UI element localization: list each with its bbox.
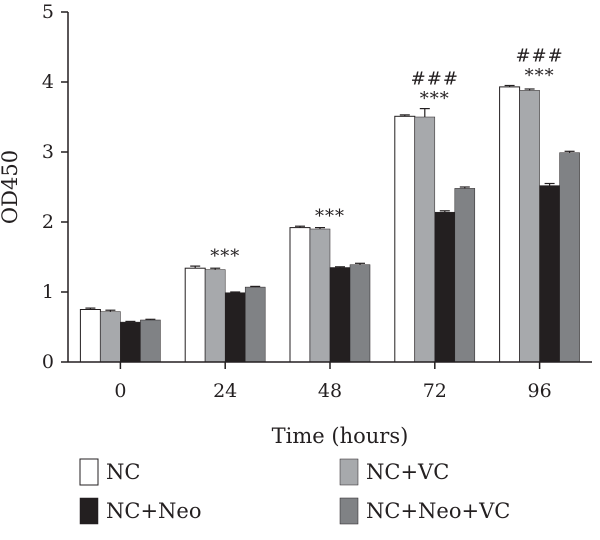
bar <box>140 319 161 363</box>
y-axis: 0 1 2 3 4 5 <box>42 1 69 373</box>
bar <box>499 86 521 363</box>
bar <box>414 116 436 363</box>
significance-hash: ### <box>515 46 563 67</box>
legend-label: NC+Neo <box>106 499 201 523</box>
bar <box>100 311 121 363</box>
bar <box>120 321 141 363</box>
x-tick-label: 72 <box>423 380 447 402</box>
legend: NC NC+VC NC+Neo NC+Neo+VC <box>79 458 510 525</box>
legend-label: NC+Neo+VC <box>366 499 510 523</box>
bar <box>519 90 540 363</box>
legend-label: NC <box>106 460 140 484</box>
bar <box>309 228 331 363</box>
y-axis-title: OD450 <box>0 150 22 224</box>
bar <box>244 286 266 363</box>
x-axis-title: Time (hours) <box>272 424 409 448</box>
y-tick-label: 4 <box>42 71 54 93</box>
legend-item: NC+Neo <box>79 497 201 525</box>
y-tick-label: 1 <box>42 281 54 303</box>
y-tick-label: 0 <box>42 351 54 373</box>
bar <box>289 227 311 363</box>
x-axis: 0 24 48 72 96 <box>68 361 592 402</box>
legend-swatch <box>339 458 359 486</box>
x-tick-label: 48 <box>318 380 342 402</box>
bar <box>454 188 476 363</box>
legend-swatch <box>79 497 99 525</box>
x-tick-label: 96 <box>528 380 552 402</box>
significance-hash: ### <box>411 69 459 90</box>
legend-label: NC+VC <box>366 460 449 484</box>
bar <box>434 211 456 363</box>
significance-stars: *** <box>315 206 345 227</box>
x-tick-label: 24 <box>213 380 237 402</box>
legend-item: NC <box>79 458 140 486</box>
legend-swatch <box>79 458 99 486</box>
bar <box>204 269 226 363</box>
bar <box>329 267 351 363</box>
significance-stars: *** <box>210 246 240 267</box>
significance-stars: *** <box>525 66 555 87</box>
bar <box>184 267 206 363</box>
legend-item: NC+VC <box>339 458 449 486</box>
bar <box>394 115 416 363</box>
y-tick-label: 2 <box>42 211 54 233</box>
bar <box>559 152 580 363</box>
x-tick-label: 0 <box>114 380 126 402</box>
bar <box>349 264 371 363</box>
legend-item: NC+Neo+VC <box>339 497 510 525</box>
significance-stars: *** <box>420 89 450 110</box>
bar <box>539 185 560 363</box>
y-tick-label: 5 <box>42 1 54 23</box>
legend-swatch <box>339 497 359 525</box>
bar <box>224 292 246 363</box>
bar <box>79 309 101 363</box>
y-tick-label: 3 <box>42 141 54 163</box>
plot-area: ******###***###*** <box>79 46 580 363</box>
